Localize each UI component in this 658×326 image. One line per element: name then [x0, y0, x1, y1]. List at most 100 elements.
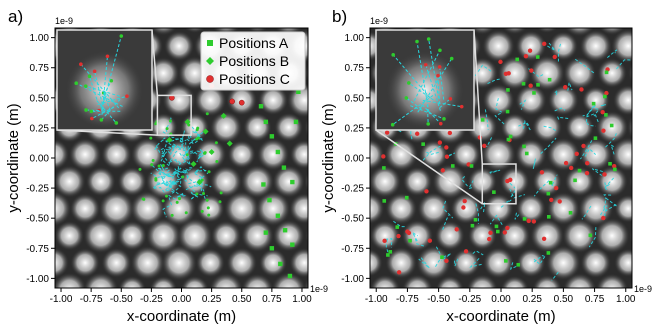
trajectory	[159, 147, 169, 164]
trajectory	[172, 168, 179, 179]
green-point	[508, 134, 513, 139]
lattice-spot	[304, 170, 308, 193]
trajectory	[523, 119, 532, 133]
green-point	[506, 88, 510, 92]
red-point	[601, 215, 606, 221]
zoom-box	[156, 94, 192, 136]
x-scale-note: 1e-9	[634, 284, 652, 294]
lattice-spot	[101, 247, 132, 278]
trajectory	[442, 200, 454, 219]
trajectory	[567, 80, 573, 91]
red-point	[424, 189, 429, 194]
panel-a: -1.00 -0.75 -0.50 -0.25 0.00 0.25 0.50 0.75 1.00…	[5, 16, 328, 325]
inset-trajectory	[101, 35, 122, 110]
green-point	[522, 217, 527, 221]
green-point	[546, 191, 551, 196]
x-tick-label: 0.25	[522, 294, 542, 305]
trajectory	[518, 121, 530, 127]
inset-point	[74, 81, 79, 86]
point-positions-b	[190, 161, 197, 168]
lattice-spot	[644, 191, 658, 225]
trajectory	[484, 109, 489, 131]
trajectory	[475, 203, 479, 225]
lattice-spot	[196, 194, 225, 223]
diffusion-point	[138, 167, 142, 171]
lattice-spot	[209, 272, 244, 288]
red-point	[396, 270, 402, 275]
green-point	[548, 180, 553, 185]
diffusion-point	[196, 126, 200, 130]
trajectory	[554, 107, 566, 112]
diffusion-point	[195, 137, 199, 141]
point-positions-b	[220, 112, 227, 119]
lattice-spot	[255, 191, 291, 227]
point-positions-a	[290, 179, 295, 185]
trajectory	[446, 152, 456, 158]
red-point	[553, 185, 559, 191]
lattice-spot	[240, 219, 274, 253]
point-positions-a	[287, 273, 293, 279]
green-point	[440, 255, 444, 260]
inset-point	[438, 121, 443, 126]
inset-trajectory	[86, 109, 105, 112]
point-positions-a	[278, 261, 283, 267]
lattice-spot	[467, 221, 497, 251]
green-point	[522, 144, 526, 149]
lattice-spot	[614, 194, 632, 223]
lattice-spot	[370, 165, 402, 198]
lattice-spot	[303, 277, 308, 288]
red-point	[384, 130, 390, 135]
point-positions-a	[290, 242, 295, 247]
inset-point	[83, 84, 88, 88]
green-point	[386, 253, 390, 257]
red-point	[526, 218, 531, 224]
point-positions-b	[226, 140, 233, 147]
red-point	[382, 238, 387, 244]
lattice-spot	[55, 190, 72, 227]
lattice-spot	[628, 172, 632, 191]
legend-label: Positions A	[219, 35, 289, 51]
lattice-spot	[385, 246, 418, 279]
red-point	[444, 258, 449, 264]
green-point	[504, 259, 508, 263]
inset-point	[437, 65, 442, 69]
trajectory	[418, 257, 430, 269]
trajectory	[196, 152, 203, 163]
trajectory	[182, 154, 192, 167]
x-tick-label: -0.50	[110, 294, 133, 305]
lattice-spot	[499, 166, 530, 197]
lattice-spot	[501, 28, 528, 35]
inset-point	[449, 56, 454, 61]
trajectory	[461, 175, 468, 187]
trajectory	[585, 104, 595, 123]
lattice-spot	[645, 247, 658, 279]
trajectory	[605, 131, 618, 148]
lattice-spot	[370, 192, 385, 225]
lattice-spot	[646, 31, 658, 61]
lattice-spot	[545, 245, 581, 281]
lattice-spot	[289, 139, 308, 170]
point-positions-b	[196, 179, 203, 186]
series-positions-a	[258, 89, 301, 279]
trajectory	[509, 188, 526, 199]
red-point	[581, 143, 586, 149]
trajectory	[174, 146, 188, 154]
trajectory	[175, 167, 194, 174]
diffusion-point	[200, 209, 204, 213]
green-point	[388, 250, 393, 254]
trajectory	[171, 178, 182, 194]
trajectory	[610, 143, 615, 155]
red-point	[601, 128, 606, 133]
lattice-spot	[258, 248, 288, 277]
diffusion-point	[142, 197, 146, 201]
lattice-spot	[209, 165, 243, 198]
inset-trajectory	[91, 106, 115, 120]
green-point	[495, 229, 500, 234]
red-point	[523, 54, 529, 59]
red-point	[482, 143, 487, 148]
x-tick-label: 0.75	[585, 294, 605, 305]
x-tick-label: 1.00	[616, 294, 636, 305]
y-tick-label: -0.50	[26, 214, 49, 225]
trajectory	[169, 145, 176, 156]
